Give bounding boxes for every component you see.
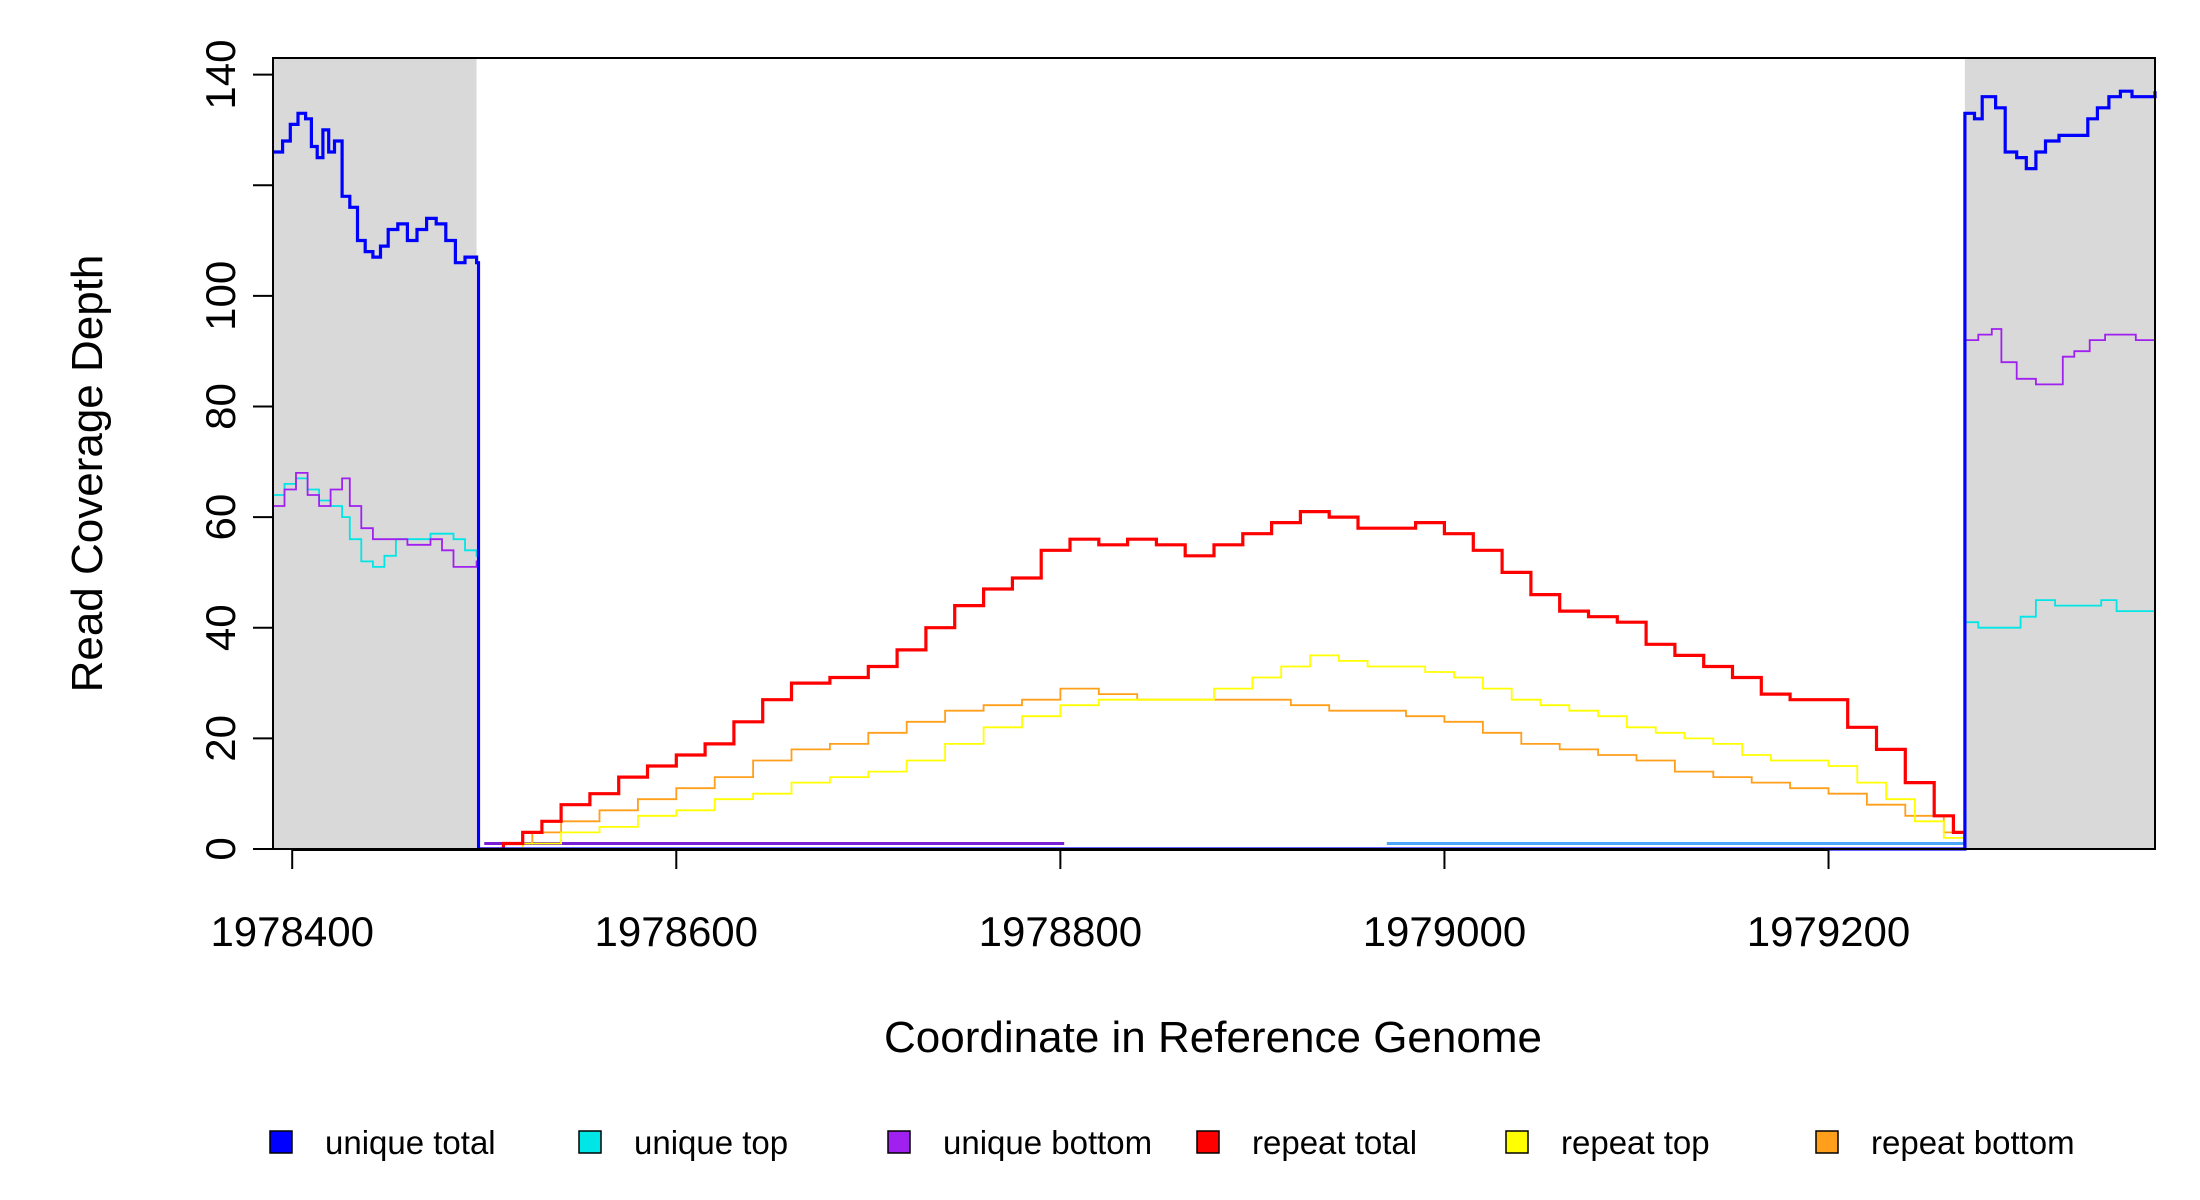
y-tick-label-80: 80: [197, 383, 244, 430]
y-tick-label-20: 20: [197, 715, 244, 762]
shaded-region-1: [1964, 58, 2155, 849]
legend: unique total unique top unique bottom repea…: [269, 1124, 2075, 1161]
legend-label-unique-bottom: unique bottom: [943, 1124, 1152, 1161]
legend-swatch-unique-bottom: [887, 1130, 911, 1154]
y-tick-label-60: 60: [197, 494, 244, 541]
x-tick-label-1979000: 1979000: [1363, 908, 1527, 955]
legend-label-repeat-total: repeat total: [1252, 1124, 1417, 1161]
y-axis-title: Read Coverage Depth: [63, 255, 112, 693]
shaded-regions: [273, 58, 2155, 849]
plot-area-border: [272, 57, 2156, 850]
legend-swatch-repeat-top: [1505, 1130, 1529, 1154]
x-tick-label-1978600: 1978600: [595, 908, 759, 955]
y-tick-label-140: 140: [197, 40, 244, 110]
legend-label-unique-top: unique top: [634, 1124, 788, 1161]
x-tick-label-1978800: 1978800: [979, 908, 1143, 955]
series-line-unique-total: [273, 89, 2157, 851]
y-axis: 0 20 40 60 80 100 140: [197, 40, 274, 861]
y-tick-label-40: 40: [197, 604, 244, 651]
series-line-repeat-total: [478, 510, 1967, 851]
legend-label-unique-total: unique total: [325, 1124, 496, 1161]
shaded-region-0: [273, 58, 477, 849]
series-line-unique-top: [273, 477, 2156, 850]
series-line-repeat-top: [478, 654, 1966, 850]
legend-swatch-repeat-bottom: [1815, 1130, 1839, 1154]
series-line-repeat-bottom: [478, 687, 1966, 850]
x-axis: 1978400 1978600 1978800 1979000 1979200: [210, 849, 1910, 955]
y-tick-label-100: 100: [197, 261, 244, 331]
x-tick-label-1979200: 1979200: [1747, 908, 1911, 955]
y-tick-label-0: 0: [197, 837, 244, 860]
legend-label-repeat-top: repeat top: [1561, 1124, 1710, 1161]
legend-swatch-unique-top: [578, 1130, 602, 1154]
x-tick-label-1978400: 1978400: [210, 908, 374, 955]
legend-swatch-repeat-total: [1196, 1130, 1220, 1154]
series-line-unique-bottom: [273, 328, 2156, 850]
x-axis-title: Coordinate in Reference Genome: [884, 1013, 1542, 1062]
legend-label-repeat-bottom: repeat bottom: [1871, 1124, 2075, 1161]
legend-swatch-unique-total: [269, 1130, 293, 1154]
series-lines: [273, 89, 2157, 851]
